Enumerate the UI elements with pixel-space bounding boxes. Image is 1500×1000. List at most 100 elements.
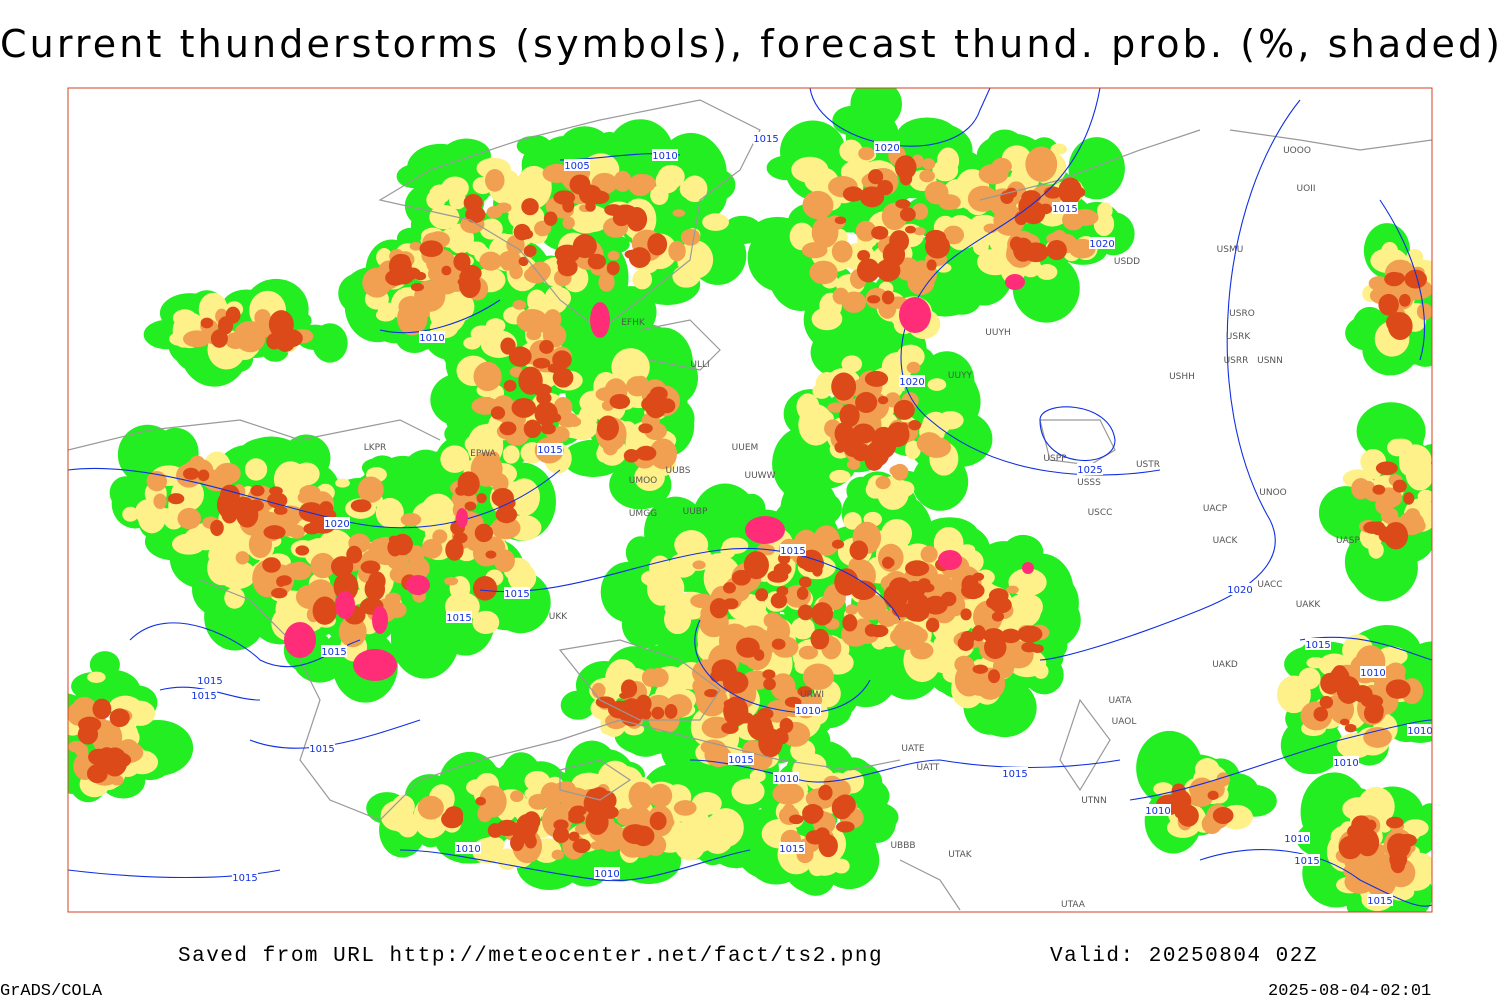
shade-blob: [871, 225, 889, 240]
shade-blob: [410, 282, 425, 292]
station-label: UOOO: [1283, 146, 1311, 156]
shade-blob: [521, 198, 539, 216]
isobar-label-bg: [537, 443, 563, 455]
isobar-label: 1015: [780, 546, 805, 557]
shade-blob: [871, 430, 897, 459]
shade-blob: [476, 493, 487, 504]
shade-blob: [1013, 237, 1034, 262]
shade-blob: [1386, 816, 1404, 829]
shade-blob: [906, 591, 922, 602]
shade-blob: [553, 397, 573, 418]
station-label: EPWA: [470, 449, 497, 459]
station-label: USSS: [1077, 478, 1101, 488]
shade-blob: [774, 732, 789, 745]
shade-blob: [1313, 706, 1328, 722]
shade-blob: [551, 849, 564, 860]
shade-blob: [925, 617, 940, 633]
shade-blob: [723, 582, 736, 594]
station-label: UKK: [549, 612, 568, 622]
isobar-label-bg: [594, 867, 620, 879]
isobar-label-bg: [728, 753, 754, 765]
shade-blob: [850, 580, 877, 601]
shade-blob: [1306, 657, 1326, 669]
shade-blob: [606, 261, 620, 276]
shade-blob: [704, 689, 719, 698]
isobar-label-bg: [1305, 638, 1331, 650]
storm-area: [1005, 274, 1025, 290]
shade-blob: [805, 830, 825, 845]
map: 1005 1010 1015 1020 1015 1020 1010 1015 1020 1025…: [68, 88, 1432, 912]
shade-blob: [846, 459, 861, 470]
shade-blob: [426, 190, 446, 210]
shade-blob: [810, 628, 830, 650]
shade-blob: [419, 240, 444, 258]
station-label: EFHK: [621, 318, 646, 328]
isobar-label-bg: [446, 611, 472, 623]
shade-blob: [479, 251, 502, 271]
shade-blob: [1025, 146, 1058, 182]
storm-area: [372, 606, 388, 634]
shade-blob: [1331, 665, 1348, 683]
shade-blob: [845, 604, 859, 615]
isobar-label-bg: [197, 674, 223, 686]
shade-blob: [288, 524, 305, 539]
station-label: USNN: [1257, 356, 1283, 366]
shade-blob: [177, 507, 202, 530]
shade-blob: [225, 306, 241, 324]
shade-blob: [568, 807, 581, 822]
isobar-label: 1015: [197, 676, 222, 687]
shade-blob: [200, 317, 214, 329]
shade-blob: [1364, 701, 1384, 720]
station-label: UATA: [1108, 696, 1132, 706]
shade-blob: [396, 164, 432, 189]
isobar-label-bg: [753, 132, 779, 144]
shade-blob: [891, 602, 913, 618]
shade-blob: [736, 637, 760, 658]
shade-blob: [210, 519, 224, 537]
shade-blob: [585, 809, 609, 835]
shade-blob: [623, 448, 640, 463]
shade-blob: [472, 610, 500, 634]
isobar-label: 1015: [446, 613, 471, 624]
isobar-label: 1020: [324, 519, 349, 530]
shade-blob: [487, 823, 503, 838]
shade-blob: [891, 463, 909, 481]
shade-blob: [183, 330, 211, 348]
shade-blob: [562, 216, 575, 230]
shade-blob: [532, 357, 551, 369]
storm-area: [1022, 562, 1034, 574]
isobar-label-bg: [455, 842, 481, 854]
shade-blob: [1298, 667, 1321, 690]
shade-blob: [568, 831, 580, 842]
shade-blob: [512, 828, 536, 844]
shade-blob: [210, 329, 228, 348]
isobar-label: 1015: [537, 445, 562, 456]
station-label: UATT: [917, 763, 940, 773]
isobar-label: 1015: [753, 134, 778, 145]
shade-blob: [796, 393, 820, 421]
shade-blob: [557, 258, 578, 277]
map-frame: [67, 87, 1433, 913]
shade-blob: [1365, 819, 1377, 831]
isobar-label: 1010: [1360, 668, 1385, 679]
shade-blob: [972, 664, 989, 674]
shade-blob: [762, 669, 776, 680]
shade-blob: [266, 333, 282, 350]
station-label: UUYH: [985, 328, 1010, 338]
shade-blob: [858, 146, 875, 161]
storm-area: [899, 297, 931, 333]
isobar-label-bg: [1360, 666, 1386, 678]
shade-blob: [971, 625, 986, 642]
isobar-label-bg: [232, 871, 258, 883]
isobar-label: 1015: [1305, 640, 1330, 651]
shade-blob: [235, 551, 250, 565]
shade-blob: [829, 469, 851, 483]
shade-blob: [983, 628, 1005, 644]
shade-blob: [857, 250, 871, 261]
shade-blob: [445, 538, 464, 561]
shade-blob: [1005, 187, 1018, 199]
shade-blob: [812, 564, 823, 577]
shade-blob: [906, 361, 921, 374]
isobar-label-bg: [419, 331, 445, 343]
